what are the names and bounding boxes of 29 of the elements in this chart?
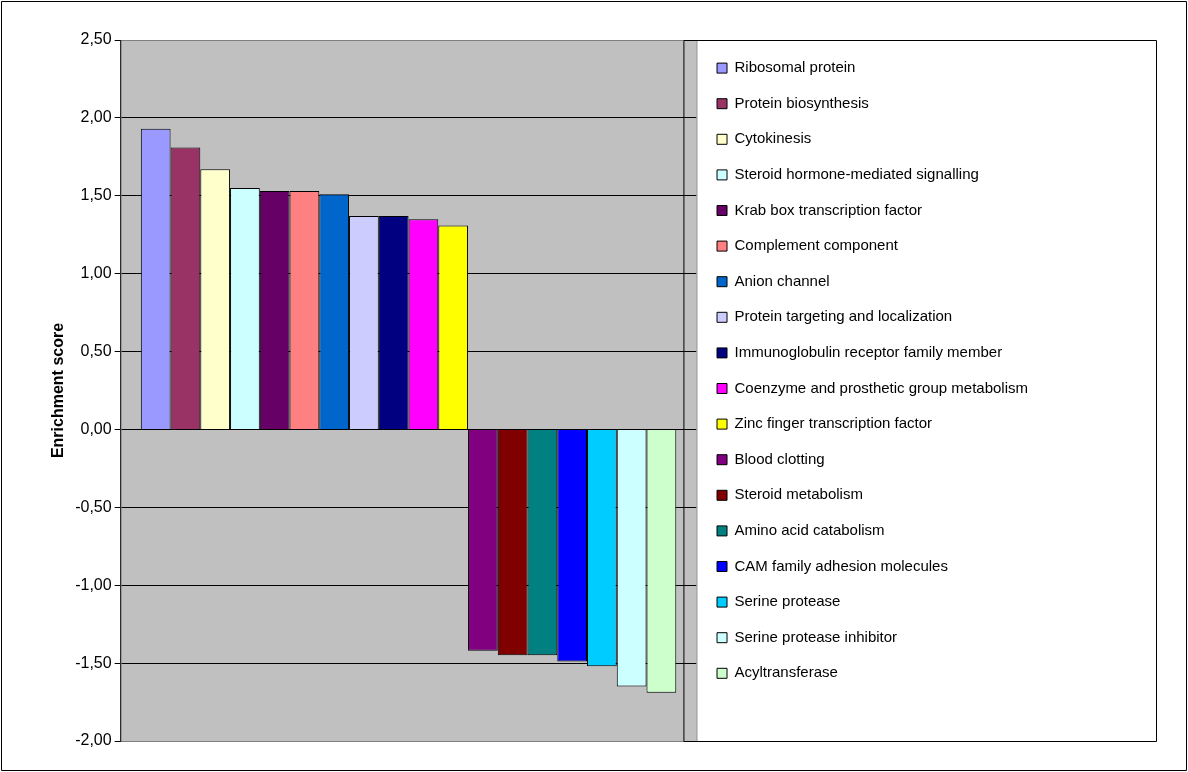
legend-label: Protein biosynthesis bbox=[734, 93, 869, 111]
legend-label: Steroid hormone-mediated signalling bbox=[734, 165, 979, 183]
legend-label: CAM family adhesion molecules bbox=[734, 556, 948, 574]
legend-label: Ribosomal protein bbox=[734, 58, 856, 76]
legend-label: Zinc finger transcription factor bbox=[734, 414, 933, 432]
legend-label: Serine protease bbox=[734, 592, 841, 610]
legend-label: Krab box transcription factor bbox=[734, 200, 923, 218]
y-tick-label: 0,50 bbox=[80, 341, 112, 359]
legend-label: Serine protease inhibitor bbox=[734, 627, 898, 645]
legend-label: Protein targeting and localization bbox=[734, 307, 953, 325]
y-tick-label: 1,50 bbox=[80, 186, 112, 204]
legend-label: Steroid metabolism bbox=[734, 485, 863, 503]
legend-label: Coenzyme and prosthetic group metabolism bbox=[734, 378, 1028, 396]
y-tick-label: -0,50 bbox=[75, 497, 112, 515]
legend-label: Acyltransferase bbox=[734, 663, 838, 681]
y-tick-label: -2,00 bbox=[75, 731, 112, 749]
legend-label: Blood clotting bbox=[734, 449, 825, 467]
y-tick-label: 2,50 bbox=[80, 30, 112, 48]
y-tick-label: 0,00 bbox=[80, 419, 112, 437]
y-tick-label: 2,00 bbox=[80, 108, 112, 126]
y-tick-label: -1,00 bbox=[75, 575, 112, 593]
legend-label: Complement component bbox=[734, 236, 899, 254]
y-tick-label: 1,00 bbox=[80, 264, 112, 282]
legend-label: Immunoglobulin receptor family member bbox=[734, 343, 1003, 361]
y-axis-title: Enrichment score bbox=[49, 322, 67, 459]
y-tick-label: -1,50 bbox=[75, 653, 112, 671]
legend-label: Amino acid catabolism bbox=[734, 521, 885, 539]
legend-label: Cytokinesis bbox=[734, 129, 812, 147]
legend-label: Anion channel bbox=[734, 271, 830, 289]
